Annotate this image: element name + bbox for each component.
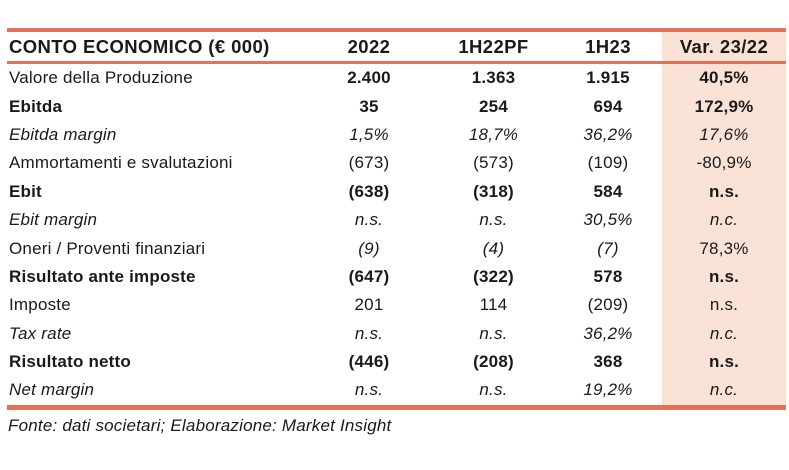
cell-1h23: 36,2% [583,323,633,343]
table-row-risultato-ante-imposte: Risultato ante imposte (647) (322) 578 n… [7,263,786,291]
cell-1h22pf: (318) [473,181,514,201]
cell-2022: (647) [348,266,390,286]
row-label: Risultato ante imposte [9,266,196,286]
row-label: Valore della Produzione [9,68,193,88]
cell-2022: (638) [348,181,390,201]
column-header-1h22pf: 1H22PF [458,35,529,57]
row-label: Oneri / Proventi finanziari [9,238,206,258]
table-row-net-margin: Net margin n.s. n.s. 19,2% n.c. [7,376,786,404]
cell-1h23: 584 [593,181,623,201]
cell-2022: 35 [359,96,379,116]
top-rule [7,28,786,32]
table-row-risultato-netto: Risultato netto (446) (208) 368 n.s. [7,348,786,376]
cell-2022: n.s. [354,380,384,400]
table-row-ebitda: Ebitda 35 254 694 172,9% [7,92,786,120]
cell-1h23: 19,2% [583,380,633,400]
cell-2022: n.s. [354,323,384,343]
cell-1h23: (109) [587,153,629,173]
income-statement-table: CONTO ECONOMICO (€ 000) 2022 1H22PF 1H23… [7,28,786,410]
cell-var: 172,9% [694,96,754,116]
cell-2022: (9) [358,238,380,258]
cell-1h22pf: 18,7% [468,124,519,144]
cell-1h22pf: 254 [479,96,508,116]
header-rule [7,61,786,64]
cell-1h23: 30,5% [583,210,633,230]
cell-var: n.s. [708,181,740,201]
cell-1h23: 694 [593,96,623,116]
table-row-imposte: Imposte 201 114 (209) n.s. [7,291,786,319]
cell-2022: (446) [348,352,390,372]
cell-2022: n.s. [354,210,384,230]
row-label: Ebitda margin [9,124,117,144]
table-row-ebitda-margin: Ebitda margin 1,5% 18,7% 36,2% 17,6% [7,121,786,149]
cell-2022: 201 [354,295,384,315]
cell-1h23: 36,2% [583,124,633,144]
cell-1h23: (209) [587,295,629,315]
column-header-1h23: 1H23 [585,35,631,57]
cell-1h22pf: n.s. [479,210,508,230]
row-label: Net margin [9,380,95,400]
row-label: Ebitda [9,96,63,116]
cell-1h22pf: n.s. [479,323,508,343]
cell-var: -80,9% [696,153,752,173]
column-header-2022: 2022 [347,35,391,57]
cell-1h22pf: 114 [479,295,508,315]
table-title: CONTO ECONOMICO (€ 000) [9,35,270,57]
row-label: Ammortamenti e svalutazioni [9,153,233,173]
cell-1h22pf: (4) [482,238,505,258]
cell-1h22pf: n.s. [479,380,508,400]
table-row-valore-produzione: Valore della Produzione 2.400 1.363 1.91… [7,64,786,92]
cell-1h22pf: (208) [473,352,514,372]
cell-var: n.s. [709,295,739,315]
cell-1h23: (7) [597,238,619,258]
cell-var: n.s. [708,352,740,372]
cell-1h22pf: (322) [473,266,514,286]
cell-var: 78,3% [699,238,749,258]
cell-var: n.c. [709,210,739,230]
column-header-var: Var. 23/22 [679,35,769,57]
table-row-ebit-margin: Ebit margin n.s. n.s. 30,5% n.c. [7,206,786,234]
table-row-ammortamenti: Ammortamenti e svalutazioni (673) (573) … [7,149,786,177]
cell-1h23: 368 [593,352,623,372]
cell-var: n.c. [709,380,739,400]
cell-2022: 2.400 [347,68,391,88]
row-label: Risultato netto [9,352,131,372]
row-label: Ebit margin [9,210,98,230]
cell-var: 40,5% [699,68,749,88]
cell-1h22pf: 1.363 [471,68,516,88]
cell-1h23: 1.915 [586,68,630,88]
row-label: Imposte [9,295,71,315]
table-header-row: CONTO ECONOMICO (€ 000) 2022 1H22PF 1H23… [7,32,786,61]
row-label: Ebit [9,181,42,201]
table-row-oneri-proventi: Oneri / Proventi finanziari (9) (4) (7) … [7,234,786,262]
cell-2022: (673) [348,153,390,173]
cell-1h23: 578 [593,266,623,286]
cell-var: 17,6% [699,124,749,144]
bottom-rule [7,404,786,410]
row-label: Tax rate [9,323,72,343]
cell-var: n.c. [709,323,739,343]
cell-2022: 1,5% [349,124,389,144]
variation-column-highlight [662,32,786,405]
cell-var: n.s. [708,266,740,286]
cell-1h22pf: (573) [473,153,514,173]
table-row-tax-rate: Tax rate n.s. n.s. 36,2% n.c. [7,320,786,348]
source-note: Fonte: dati societari; Elaborazione: Mar… [8,415,392,435]
table-row-ebit: Ebit (638) (318) 584 n.s. [7,178,786,206]
